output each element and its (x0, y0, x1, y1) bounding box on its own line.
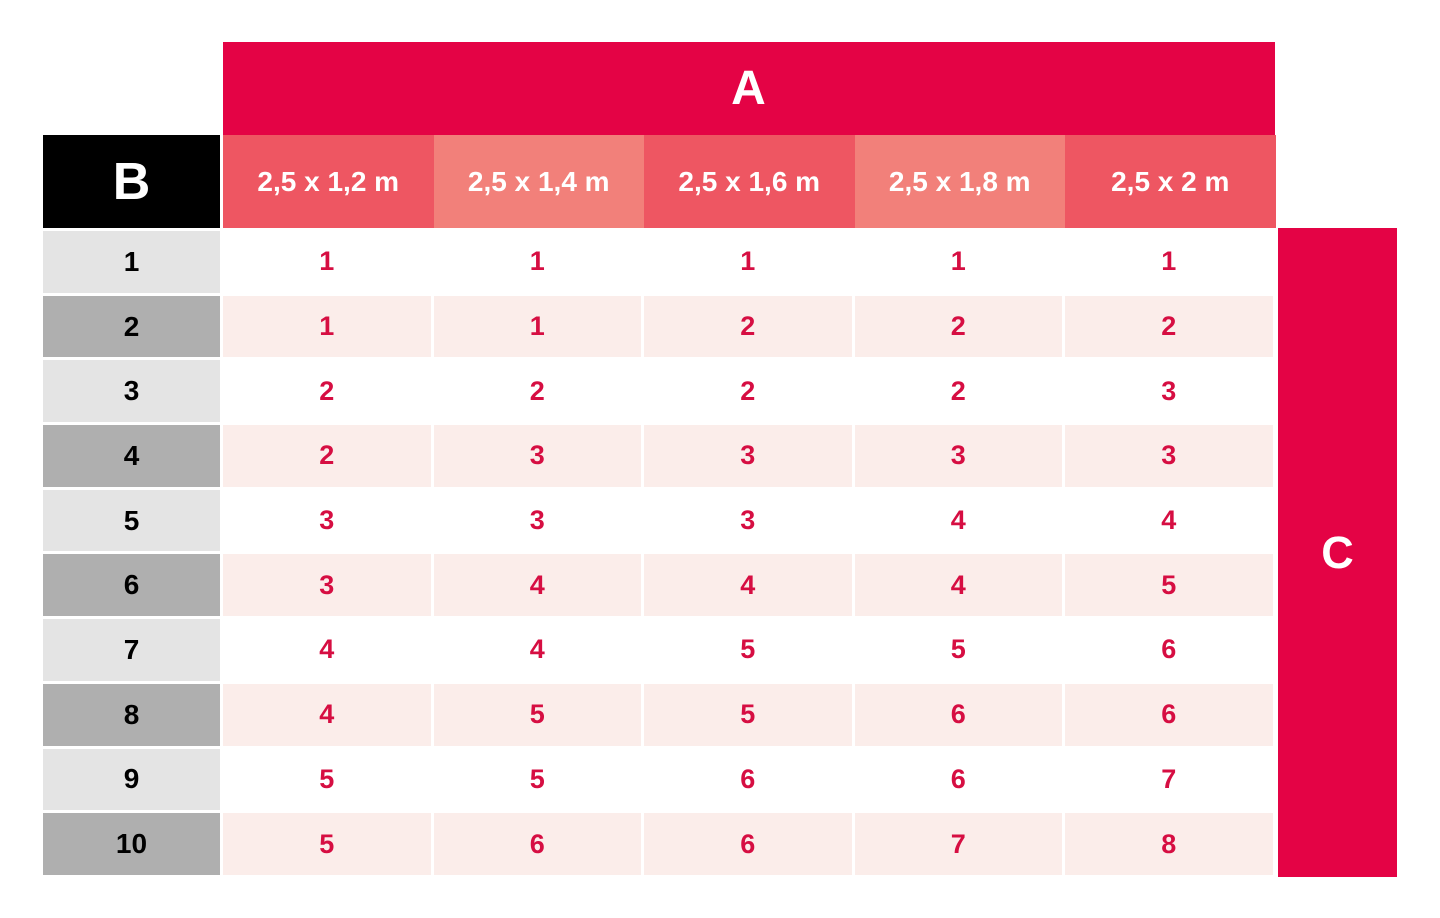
table-cell: 5 (223, 813, 431, 875)
right-axis-banner: C (1278, 228, 1397, 877)
table-cell: 1 (433, 295, 641, 358)
column-header: 2,5 x 2 m (1065, 135, 1276, 228)
table-cell: 5 (644, 619, 852, 681)
column-header: 2,5 x 1,8 m (854, 135, 1065, 228)
table-cell: 5 (433, 683, 641, 746)
table-cell: 6 (854, 683, 1062, 746)
table-cell: 4 (1065, 489, 1273, 552)
row-label: 7 (43, 619, 220, 681)
table-cell: 3 (433, 489, 641, 552)
table-cell: 6 (1065, 683, 1273, 746)
row-label: 10 (43, 813, 220, 875)
table-cell: 8 (1065, 813, 1273, 875)
table-cell: 6 (644, 813, 852, 875)
corner-header-cell: B (43, 135, 220, 228)
top-axis-label: A (731, 62, 767, 115)
right-axis-label: C (1321, 526, 1354, 578)
top-axis-banner: A (223, 42, 1275, 135)
table-cell: 6 (644, 748, 852, 811)
table-cell: 7 (854, 813, 1062, 875)
row-label: 8 (43, 683, 220, 746)
table-cell: 2 (223, 425, 431, 487)
table-cell: 6 (433, 813, 641, 875)
column-header: 2,5 x 1,2 m (223, 135, 434, 228)
table-cell: 3 (223, 489, 431, 552)
table-cell: 1 (644, 231, 852, 293)
table-cell: 3 (1065, 425, 1273, 487)
table-cell: 4 (223, 683, 431, 746)
row-label: 9 (43, 748, 220, 811)
table-cell: 2 (644, 360, 852, 423)
table-cell: 6 (854, 748, 1062, 811)
table-cell: 3 (644, 489, 852, 552)
table-cell: 3 (1065, 360, 1273, 423)
row-label: 6 (43, 554, 220, 617)
table-cell: 1 (854, 231, 1062, 293)
table-cell: 3 (223, 554, 431, 617)
row-label: 3 (43, 360, 220, 423)
table-cell: 5 (223, 748, 431, 811)
table-cell: 1 (1065, 231, 1273, 293)
table-cell: 2 (644, 295, 852, 358)
table-cell: 3 (854, 425, 1062, 487)
table-cell: 2 (854, 360, 1062, 423)
table-cell: 5 (644, 683, 852, 746)
table-cell: 4 (644, 554, 852, 617)
table-cell: 4 (223, 619, 431, 681)
table-cell: 4 (433, 619, 641, 681)
row-label: 5 (43, 489, 220, 552)
table-cell: 2 (433, 360, 641, 423)
column-header: 2,5 x 1,6 m (644, 135, 855, 228)
table-cell: 4 (854, 489, 1062, 552)
row-label: 1 (43, 231, 220, 293)
table-cell: 2 (223, 360, 431, 423)
table-cell: 1 (223, 231, 431, 293)
table-cell: 3 (644, 425, 852, 487)
row-label: 4 (43, 425, 220, 487)
table-header-row: B 2,5 x 1,2 m 2,5 x 1,4 m 2,5 x 1,6 m 2,… (43, 135, 1276, 228)
table-cell: 1 (433, 231, 641, 293)
table-cell: 6 (1065, 619, 1273, 681)
table-cell: 4 (433, 554, 641, 617)
table-cell: 2 (1065, 295, 1273, 358)
table-cell: 7 (1065, 748, 1273, 811)
table-cell: 4 (854, 554, 1062, 617)
left-axis-label: B (112, 152, 151, 211)
table-cell: 5 (1065, 554, 1273, 617)
row-label: 2 (43, 295, 220, 358)
table-cell: 1 (223, 295, 431, 358)
table-cell: 5 (854, 619, 1062, 681)
table-cell: 2 (854, 295, 1062, 358)
table-cell: 3 (433, 425, 641, 487)
table-cell: 5 (433, 748, 641, 811)
table-body: 1 1 1 1 1 1 2 1 1 2 2 2 3 2 2 2 2 3 4 2 … (43, 231, 1273, 875)
column-header: 2,5 x 1,4 m (433, 135, 644, 228)
